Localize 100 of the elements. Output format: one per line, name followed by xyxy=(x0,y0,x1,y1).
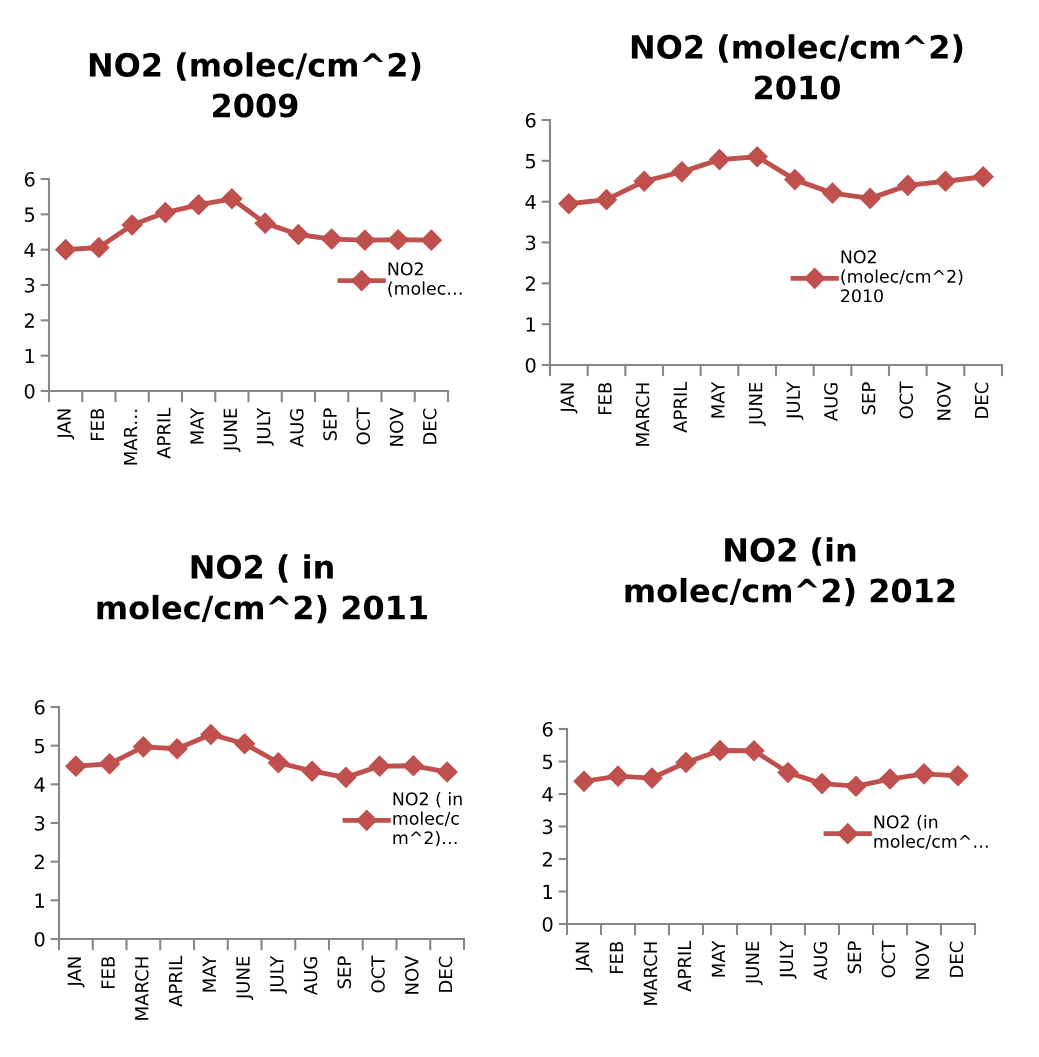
x-tick-label: MAY xyxy=(190,407,204,444)
x-tick-label: APRIL xyxy=(157,407,171,459)
point xyxy=(321,228,343,250)
point xyxy=(972,166,994,188)
point xyxy=(234,733,256,755)
x-tick-label: NOV xyxy=(404,955,419,994)
point xyxy=(573,770,595,792)
x-tick-label: AUG xyxy=(813,942,828,981)
point xyxy=(267,752,289,774)
point xyxy=(743,740,765,762)
y-tick-label: 3 xyxy=(542,819,553,835)
point xyxy=(897,174,919,196)
point xyxy=(746,146,768,168)
y-tick-label: 4 xyxy=(34,777,45,792)
legend-label: NO2 (molec/cm^2) 2010 xyxy=(841,250,963,303)
point xyxy=(387,229,409,251)
x-tick-label: MAY xyxy=(711,381,725,418)
x-tick-label: JUNE xyxy=(236,956,254,1001)
x-tick-label: OCT xyxy=(356,407,371,445)
x-tick-label: OCT xyxy=(371,955,385,993)
point xyxy=(121,214,143,236)
y-tick-label: 3 xyxy=(24,277,35,293)
x-tick-label: AUG xyxy=(824,383,838,422)
x-tick-label: MAR… xyxy=(123,409,138,465)
legend-label: NO2 (molec… xyxy=(388,262,462,297)
point xyxy=(200,723,222,745)
x-tick-label: MARCH xyxy=(643,942,658,1005)
x-tick-label: SEP xyxy=(337,956,352,989)
legend-label: NO2 ( in molec/c m^2)… xyxy=(393,792,462,847)
point xyxy=(402,755,424,777)
x-tick-label: SEP xyxy=(847,941,862,974)
point xyxy=(354,229,376,251)
y-tick-label: 4 xyxy=(542,787,553,802)
y-tick-label: 6 xyxy=(24,171,35,187)
x-tick-label: NOV xyxy=(937,381,951,420)
point xyxy=(99,753,121,775)
x-tick-label: JAN xyxy=(575,942,593,973)
point xyxy=(821,182,844,204)
y-tick-label: 1 xyxy=(543,884,553,899)
y-tick-label: 5 xyxy=(24,207,35,222)
x-tick-label: JUNE xyxy=(223,408,241,453)
x-tick-label: JUNE xyxy=(745,941,763,986)
x-tick-label: MARCH xyxy=(635,383,650,446)
y-tick-label: 4 xyxy=(24,242,35,258)
chart-title: NO2 (molec/cm^2) 2009 xyxy=(89,52,421,118)
point xyxy=(558,193,580,215)
x-tick-label: JULY xyxy=(786,381,804,420)
point xyxy=(221,188,243,210)
x-tick-label: SEP xyxy=(323,408,337,441)
x-tick-label: MAY xyxy=(711,940,725,977)
x-tick-label: OCT xyxy=(881,940,896,978)
y-tick-label: 0 xyxy=(24,383,35,399)
x-tick-label: NOV xyxy=(389,407,404,446)
point xyxy=(595,189,618,211)
point xyxy=(166,738,188,760)
x-tick-label: AUG xyxy=(289,409,304,448)
x-tick-label: DEC xyxy=(949,941,964,977)
y-tick-label: 2 xyxy=(525,276,535,291)
point xyxy=(934,170,957,192)
x-tick-label: JAN xyxy=(560,383,578,414)
chart-title: NO2 ( in molec/cm^2) 2011 xyxy=(97,554,427,624)
x-tick-label: SEP xyxy=(861,382,876,415)
x-tick-label: JULY xyxy=(256,407,274,446)
x-tick-label: JUNE xyxy=(748,382,766,427)
x-tick-label: AUG xyxy=(303,957,318,996)
x-tick-label: JULY xyxy=(779,940,797,979)
y-tick-label: 2 xyxy=(542,851,552,867)
x-tick-label: FEB xyxy=(101,956,115,989)
x-tick-label: JAN xyxy=(67,957,85,988)
point xyxy=(879,768,901,790)
y-tick-label: 2 xyxy=(24,313,34,328)
point xyxy=(154,202,176,224)
point xyxy=(301,760,323,782)
y-tick-label: 6 xyxy=(525,112,536,128)
point xyxy=(254,212,276,234)
point xyxy=(607,765,629,787)
y-tick-label: 5 xyxy=(542,754,553,770)
point xyxy=(188,194,210,216)
legend-label: NO2 (in molec/cm^… xyxy=(874,815,988,850)
point xyxy=(913,763,935,785)
x-tick-label: DEC xyxy=(438,956,453,992)
y-tick-label: 4 xyxy=(525,194,536,210)
y-tick-label: 1 xyxy=(25,348,35,364)
y-tick-label: 5 xyxy=(525,154,536,169)
x-tick-label: APRIL xyxy=(673,381,687,433)
chart-title: NO2 (molec/cm^2) 2010 xyxy=(631,34,963,100)
x-tick-label: FEB xyxy=(90,408,104,441)
point xyxy=(88,237,110,259)
point xyxy=(55,239,77,261)
point xyxy=(287,223,309,245)
y-tick-label: 5 xyxy=(34,738,45,754)
x-tick-label: APRIL xyxy=(677,940,691,992)
point xyxy=(845,775,867,797)
x-tick-label: DEC xyxy=(422,408,437,444)
point xyxy=(811,773,833,795)
x-tick-label: JULY xyxy=(270,955,287,994)
x-tick-label: FEB xyxy=(609,941,623,974)
point xyxy=(708,149,731,171)
point xyxy=(709,739,731,761)
y-tick-label: 1 xyxy=(35,893,45,908)
